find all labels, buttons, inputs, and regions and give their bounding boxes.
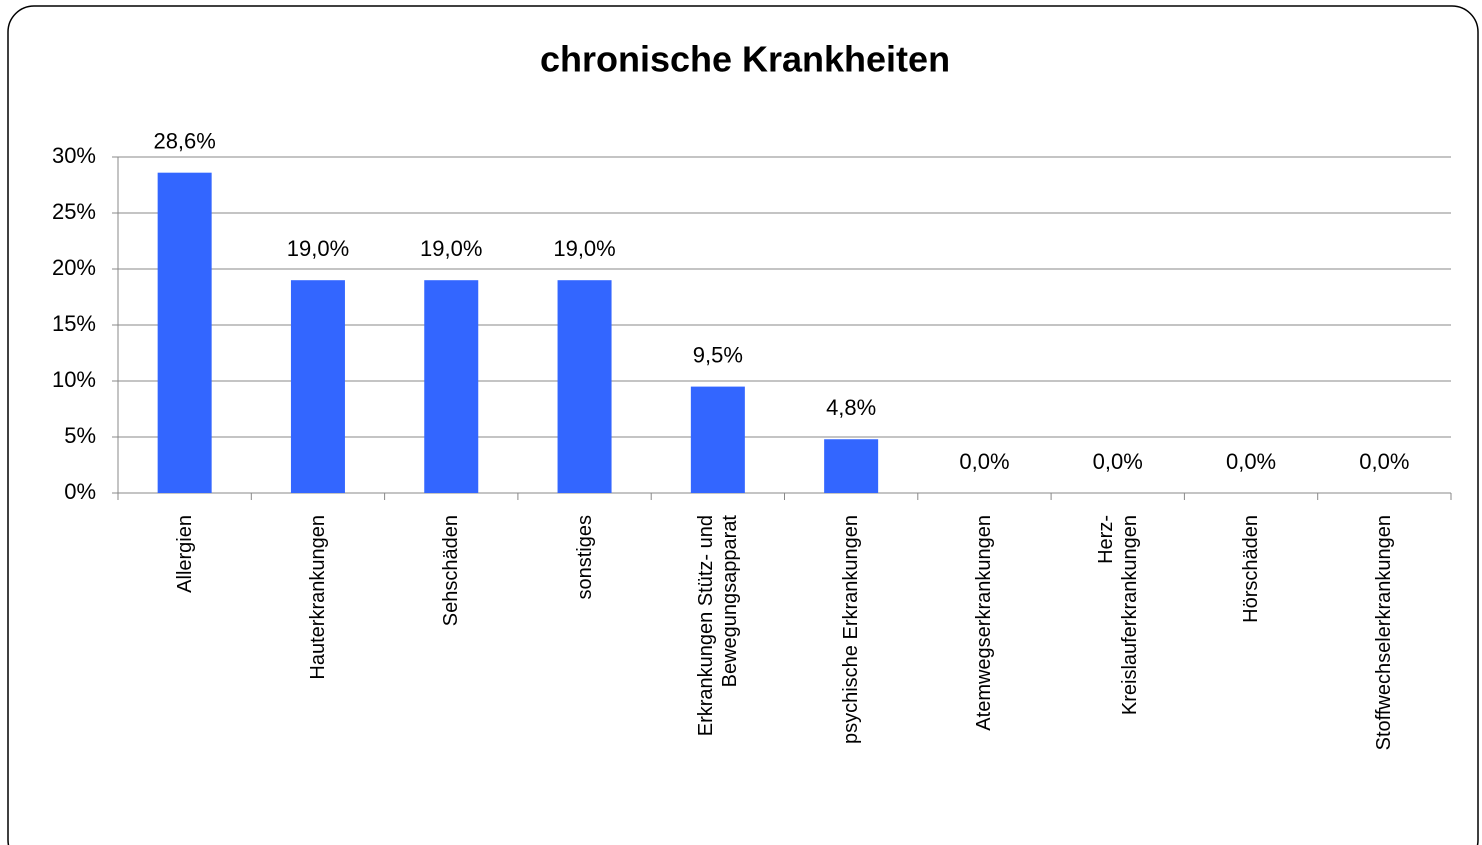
data-label: 0,0%: [959, 449, 1009, 474]
y-tick-label: 30%: [52, 143, 96, 168]
y-tick-label: 10%: [52, 367, 96, 392]
y-tick-label: 20%: [52, 255, 96, 280]
x-tick-label: Stoffwechselerkrankungen: [1373, 515, 1396, 751]
data-label: 19,0%: [553, 236, 615, 261]
x-tick-label: sonstiges: [573, 515, 596, 600]
data-label: 19,0%: [420, 236, 482, 261]
y-tick-label: 15%: [52, 311, 96, 336]
bar: [690, 386, 745, 493]
bar: [157, 172, 212, 493]
bar: [290, 280, 345, 493]
x-tick-label: Hauterkrankungen: [306, 515, 329, 680]
x-tick-label: Hörschäden: [1240, 515, 1263, 623]
x-tick-label: Allergien: [173, 515, 196, 593]
x-tick-label: Atemwegserkrankungen: [973, 515, 996, 731]
bar: [424, 280, 479, 493]
x-tick-label: psychische Erkrankungen: [840, 515, 863, 745]
x-tick-label: Erkrankungen Stütz- und Bewegungsapparat: [694, 515, 741, 737]
frame-border: [7, 5, 1479, 845]
x-tick-label: Herz- Kreislauferkrankungen: [1094, 515, 1141, 716]
bar: [557, 280, 612, 493]
chart-title: chronische Krankheiten: [540, 39, 950, 80]
y-tick-label: 25%: [52, 199, 96, 224]
data-label: 0,0%: [1093, 449, 1143, 474]
data-label: 0,0%: [1226, 449, 1276, 474]
bar: [824, 439, 879, 493]
x-tick-label: Sehschäden: [440, 515, 463, 627]
y-tick-label: 5%: [64, 423, 96, 448]
data-label: 28,6%: [153, 128, 215, 153]
data-label: 0,0%: [1359, 449, 1409, 474]
data-label: 9,5%: [693, 342, 743, 367]
data-label: 4,8%: [826, 395, 876, 420]
data-label: 19,0%: [287, 236, 349, 261]
y-tick-label: 0%: [64, 479, 96, 504]
